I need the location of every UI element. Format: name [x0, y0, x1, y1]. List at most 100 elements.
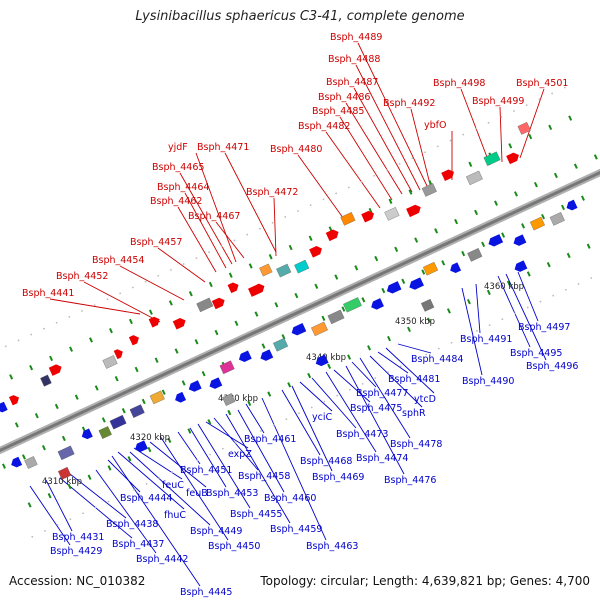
forward-leader-line: [499, 106, 503, 163]
edge-dot: [195, 257, 198, 259]
gene-feature-box: [343, 297, 362, 313]
tick-mark: [327, 363, 332, 370]
tick-mark: [426, 317, 431, 323]
edge-dot: [31, 535, 34, 538]
reverse-gene-label: yciC: [312, 412, 332, 423]
tick-mark: [521, 223, 526, 229]
edge-dot: [309, 204, 312, 207]
tick-mark: [34, 413, 39, 419]
edge-dot: [387, 371, 389, 374]
reverse-leader-line: [311, 377, 357, 429]
tick-mark: [147, 446, 152, 453]
forward-leader-line: [297, 154, 347, 223]
forward-leader-line: [157, 247, 206, 283]
edge-dot: [247, 435, 250, 438]
tick-mark: [94, 385, 99, 391]
tick-mark: [168, 300, 173, 306]
map-title: Lysinibacillus sphaericus C3-41, complet…: [135, 9, 465, 24]
tick-mark: [408, 189, 413, 195]
tick-mark: [494, 200, 498, 206]
edge-dot: [196, 459, 199, 462]
edge-dot: [157, 274, 160, 277]
edge-dot: [487, 121, 490, 124]
tick-mark: [341, 306, 346, 312]
reverse-leader-line: [325, 371, 377, 453]
tick-mark: [288, 244, 293, 251]
reverse-gene-label: Bsph_4478: [390, 439, 442, 450]
reverse-leader-line: [149, 441, 207, 488]
forward-gene-label: Bsph_4465: [152, 162, 204, 173]
edge-dot: [374, 377, 377, 379]
accession-text: Accession: NC_010382: [9, 574, 146, 588]
reverse-gene-label: sphR: [402, 408, 426, 419]
tick-mark: [514, 191, 518, 197]
edge-dot: [106, 298, 109, 301]
tick-mark: [294, 292, 299, 299]
edge-dot: [577, 283, 580, 285]
forward-gene-arrow: [325, 229, 339, 242]
reverse-gene-label: Bsph_4497: [518, 322, 570, 333]
forward-gene-label: Bsph_4487: [326, 77, 378, 88]
reverse-gene-label: ytcD: [414, 394, 436, 405]
forward-gene-arrow: [148, 316, 160, 328]
reverse-gene-label: Bsph_4496: [526, 361, 578, 372]
reverse-leader-line: [345, 365, 405, 475]
tick-mark: [441, 260, 446, 266]
edge-dot: [131, 286, 134, 289]
edge-dot: [526, 306, 529, 309]
tick-mark: [466, 298, 471, 305]
edge-dot: [233, 239, 236, 242]
tick-mark: [207, 419, 212, 425]
tick-mark: [154, 357, 159, 363]
reverse-gene-label: Bsph_4474: [356, 453, 408, 464]
gene-feature-box: [196, 297, 214, 313]
reverse-gene-label: Bsph_4461: [244, 434, 296, 445]
reverse-leader-line: [177, 431, 201, 465]
tick-mark: [314, 283, 319, 290]
tick-mark: [41, 444, 46, 451]
tick-mark: [227, 409, 232, 416]
tick-mark: [87, 474, 92, 480]
gene-labels: Bsph_4441 Bsph_4452 Bsph_4454 Bsph_4457 Bsph…: [22, 32, 578, 598]
tick-mark: [553, 172, 558, 179]
forward-gene-label: Bsph_4499: [472, 96, 524, 107]
reverse-gene-label: Bsph_4444: [120, 493, 172, 504]
reverse-leader-line: [205, 421, 249, 449]
reverse-gene-label: Bsph_4450: [208, 541, 260, 552]
tick-mark: [561, 204, 565, 211]
edge-dot: [335, 192, 338, 195]
tick-mark: [54, 403, 59, 410]
tick-mark: [308, 235, 313, 241]
tick-mark: [434, 228, 439, 234]
edge-dot: [462, 133, 465, 136]
gene-feature-box: [420, 298, 435, 312]
edge-dot: [538, 98, 541, 101]
gene-feature-box: [384, 207, 400, 221]
forward-leader-line: [519, 88, 545, 159]
gene-feature-box: [57, 466, 72, 480]
gene-feature-box: [517, 121, 531, 135]
gene-feature-box: [467, 248, 483, 262]
edge-dot: [399, 365, 402, 368]
reverse-gene-label: Bsph_4438: [106, 519, 158, 530]
gene-feature-box: [40, 374, 52, 387]
edge-dot: [564, 288, 567, 291]
edge-dot: [17, 339, 20, 342]
tick-mark: [541, 213, 545, 220]
reverse-gene-label: Bsph_4458: [238, 471, 290, 482]
reverse-leader-line: [29, 485, 71, 546]
reverse-gene-label: Bsph_4453: [206, 488, 258, 499]
reverse-gene-label: Bsph_4463: [306, 541, 358, 552]
reverse-leader-line: [377, 351, 409, 374]
kbp-label: 4320 kbp: [130, 433, 170, 443]
reverse-gene-label: Bsph_4460: [264, 493, 316, 504]
edge-dot: [94, 506, 97, 509]
gene-feature-box: [529, 216, 545, 231]
tick-mark: [361, 297, 366, 303]
tick-mark: [214, 329, 219, 336]
gene-feature-box: [57, 445, 75, 461]
tick-mark: [268, 254, 273, 260]
edge-dot: [30, 333, 33, 336]
edge-dot: [55, 321, 58, 324]
edge-dot: [182, 263, 185, 265]
